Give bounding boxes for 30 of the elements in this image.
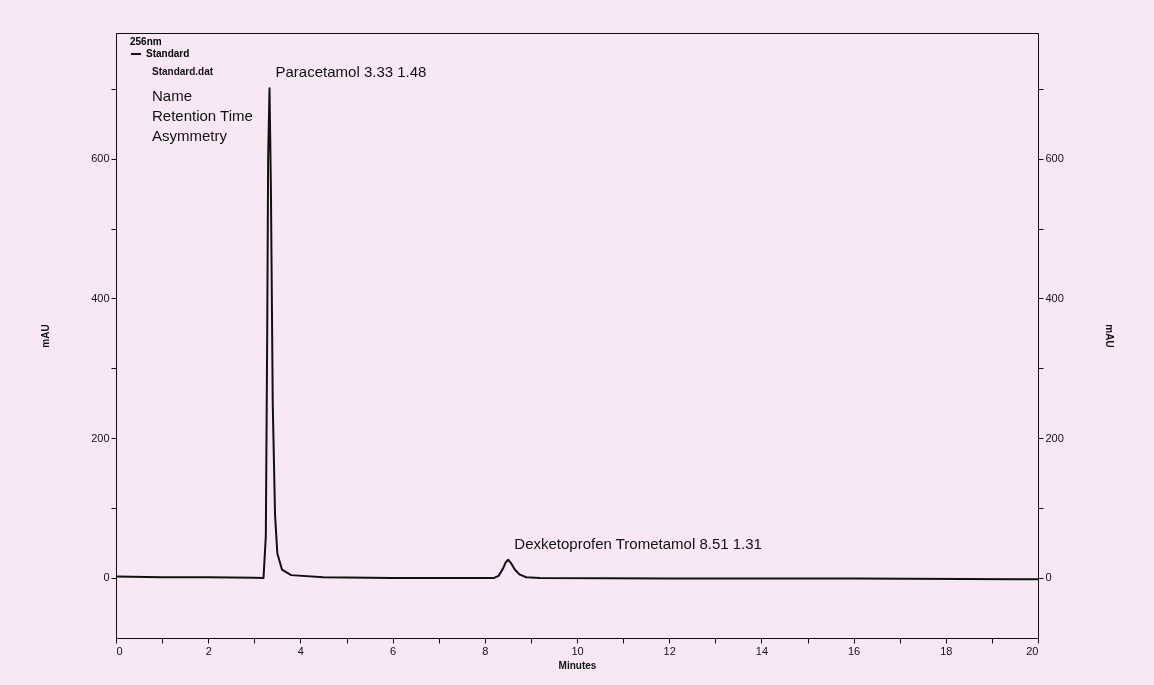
x-tick-label: 12 xyxy=(663,644,676,657)
x-tick-label: 20 xyxy=(1026,644,1039,657)
x-tick-label: 4 xyxy=(297,644,304,657)
legend-title: 256nm xyxy=(130,36,162,47)
y2-tick-label: 0 xyxy=(1045,571,1052,584)
y-axis-title: mAU xyxy=(40,324,52,348)
x-tick-label: 2 xyxy=(205,644,212,657)
x-tick-label: 14 xyxy=(755,644,769,657)
y2-tick-label: 600 xyxy=(1045,152,1064,165)
x-tick-label: 8 xyxy=(482,644,489,657)
x-tick-label: 16 xyxy=(847,644,861,657)
y2-tick-label: 200 xyxy=(1045,431,1064,444)
annotation: Dexketoprofen Trometamol 8.51 1.31 xyxy=(514,534,762,552)
legend-label: Standard xyxy=(146,48,190,59)
annotation: Standard.dat xyxy=(152,66,214,77)
y-tick-label: 200 xyxy=(91,431,110,444)
x-tick-label: 6 xyxy=(390,644,397,657)
x-tick-label: 0 xyxy=(116,644,123,657)
y2-tick-label: 400 xyxy=(1045,291,1064,304)
x-axis-title: Minutes xyxy=(558,659,597,671)
annotation: Asymmetry xyxy=(152,127,228,144)
y-tick-label: 600 xyxy=(91,152,110,165)
y-tick-label: 0 xyxy=(103,571,110,584)
x-tick-label: 10 xyxy=(571,644,584,657)
y-tick-label: 400 xyxy=(91,291,110,304)
x-tick-label: 18 xyxy=(940,644,953,657)
y2-axis-title: mAU xyxy=(1103,324,1115,348)
annotation: Retention Time xyxy=(152,107,253,124)
annotation: Name xyxy=(152,87,193,104)
annotation: Paracetamol 3.33 1.48 xyxy=(275,63,427,81)
